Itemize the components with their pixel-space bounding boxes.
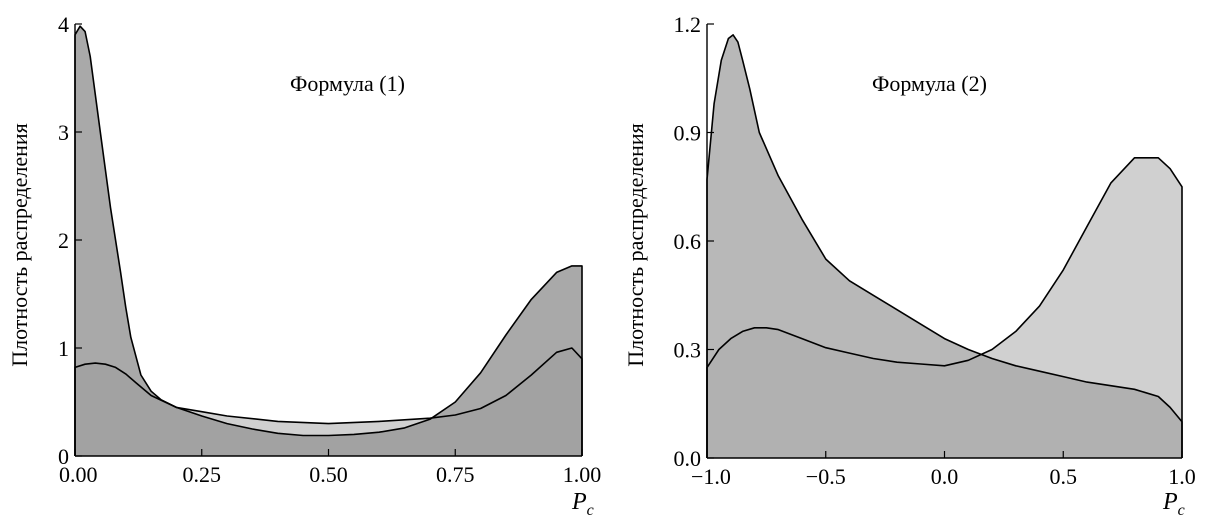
x-tick-label: 0.50	[309, 462, 348, 487]
formula-annotation: Формула (1)	[290, 71, 405, 96]
y-tick-label: 0.3	[674, 338, 702, 363]
density-area-2	[75, 26, 582, 456]
x-tick-label: 0.00	[59, 462, 98, 487]
y-tick-label: 0	[58, 444, 69, 469]
ticks: 0.00 0.25 0.50 0.75 1.00 0 1 2 3 4	[58, 12, 601, 487]
ticks: −1.0 −0.5 0.0 0.5 1.0 0.0 0.3 0.6 0.9 1.2	[674, 12, 1196, 489]
density-area-2	[707, 34, 1182, 459]
density-areas	[706, 34, 1183, 459]
density-areas	[74, 25, 583, 456]
y-axis-label: Плотность распределения	[7, 123, 32, 367]
y-tick-label: 3	[58, 120, 69, 145]
density-curve-1	[74, 347, 583, 456]
x-tick-label: −0.5	[806, 464, 846, 489]
chart-formula-2: −1.0 −0.5 0.0 0.5 1.0 0.0 0.3 0.6 0.9 1.2 Формула…	[623, 12, 1196, 519]
x-tick-label: −1.0	[691, 464, 731, 489]
y-tick-label: 4	[58, 12, 69, 37]
x-tick-label: 1.00	[563, 462, 602, 487]
x-axis-label: Pc	[1162, 489, 1185, 519]
density-curve-2	[74, 25, 583, 456]
y-axis-label: Плотность распределения	[623, 123, 648, 367]
y-tick-label: 1.2	[674, 12, 702, 37]
y-tick-label: 1	[58, 336, 69, 361]
x-tick-label: 0.25	[183, 462, 222, 487]
y-tick-label: 0.9	[674, 121, 702, 146]
chart-formula-1: 0.00 0.25 0.50 0.75 1.00 0 1 2 3 4 Формула (1) Пл…	[7, 12, 601, 519]
x-tick-label: 1.0	[1168, 464, 1196, 489]
density-curve-2	[706, 34, 1183, 458]
y-tick-label: 0.6	[674, 229, 702, 254]
y-tick-label: 2	[58, 228, 69, 253]
x-tick-label: 0.75	[436, 462, 475, 487]
density-curve-1	[706, 157, 1183, 458]
x-tick-label: 0.0	[931, 464, 959, 489]
formula-annotation: Формула (2)	[872, 71, 987, 96]
x-tick-label: 0.5	[1050, 464, 1078, 489]
y-tick-label: 0.0	[674, 446, 702, 471]
x-axis-label: Pc	[571, 489, 594, 519]
